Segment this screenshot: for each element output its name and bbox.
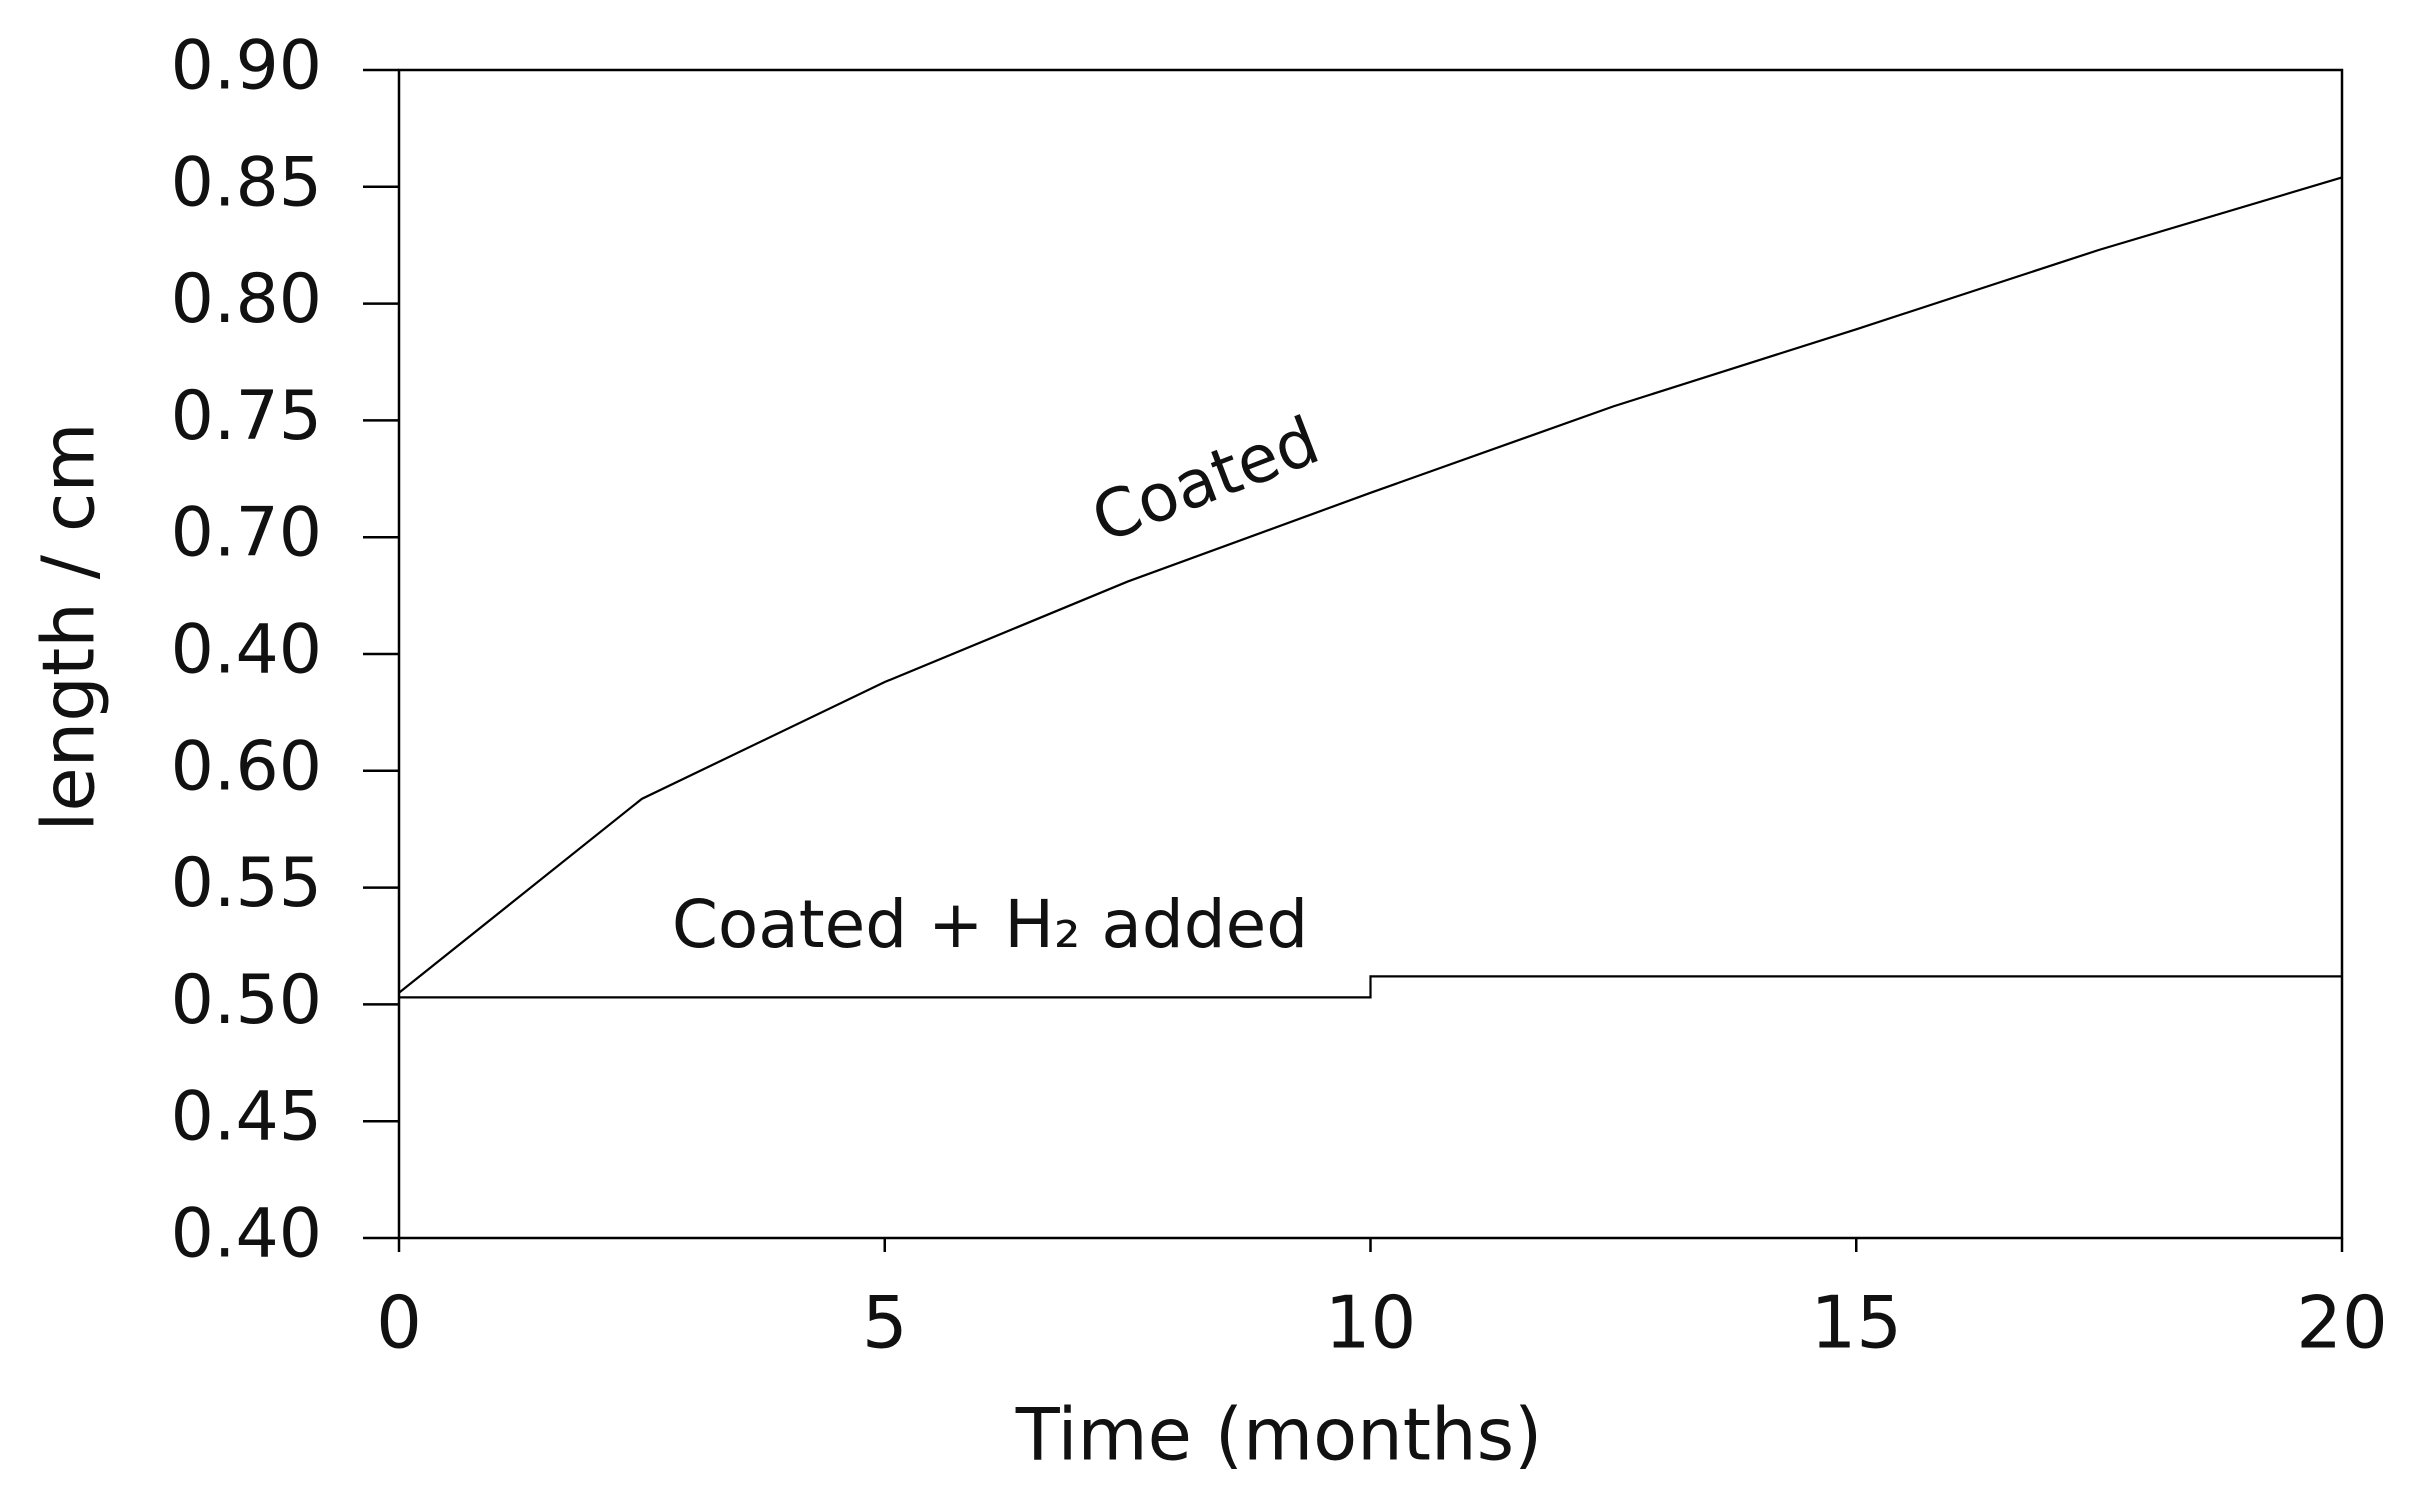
x-tick-label: 10 bbox=[1325, 1281, 1417, 1365]
y-tick-label: 0.40 bbox=[171, 1195, 322, 1274]
y-tick-label: 0.90 bbox=[171, 27, 322, 106]
x-tick-label: 0 bbox=[376, 1281, 422, 1365]
y-tick-label: 0.55 bbox=[171, 844, 322, 923]
series-line bbox=[399, 975, 2342, 999]
plot-frame bbox=[397, 68, 2344, 1240]
y-tick-label: 0.70 bbox=[171, 494, 322, 573]
x-axis-title: Time (months) bbox=[1015, 1393, 1542, 1477]
y-tick-label: 0.75 bbox=[171, 377, 322, 456]
series-line bbox=[398, 176, 2343, 994]
y-tick-label: 0.45 bbox=[171, 1078, 322, 1157]
y-tick-label: 0.40 bbox=[171, 611, 322, 690]
y-tick-label: 0.85 bbox=[171, 143, 322, 222]
x-tick-label: 20 bbox=[2296, 1281, 2388, 1365]
x-tick-label: 15 bbox=[1810, 1281, 1902, 1365]
y-axis-title: length / cm bbox=[27, 422, 111, 831]
series-label: Coated + H₂ added bbox=[672, 886, 1308, 963]
series-label: Coated bbox=[1082, 402, 1329, 558]
x-tick-label: 5 bbox=[862, 1281, 908, 1365]
y-tick-label: 0.80 bbox=[171, 260, 322, 339]
y-tick-label: 0.50 bbox=[171, 961, 322, 1040]
y-tick-label: 0.60 bbox=[171, 727, 322, 806]
